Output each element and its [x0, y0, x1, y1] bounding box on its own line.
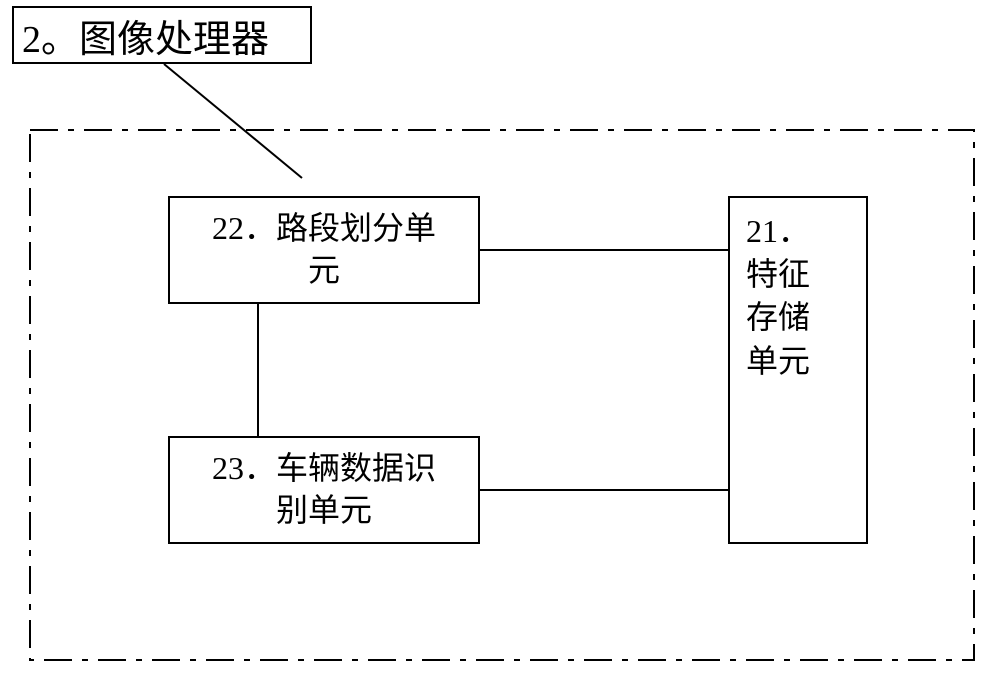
- node-22-line-1: 22．路段划分单: [212, 210, 436, 246]
- node-road-segment-division-unit: 22．路段划分单 元: [168, 196, 480, 304]
- node-22-label: 22．路段划分单 元: [212, 208, 436, 291]
- node-feature-storage-unit: 21． 特征 存储 单元: [728, 196, 868, 544]
- title-pointer-line: [164, 64, 302, 178]
- node-21-label: 21． 特征 存储 单元: [746, 210, 810, 383]
- node-21-line-3: 存储: [746, 299, 810, 335]
- node-21-line-2: 特征: [746, 256, 810, 292]
- node-23-line-1: 23．车辆数据识: [212, 450, 436, 486]
- node-21-line-4: 单元: [746, 343, 810, 379]
- node-23-label: 23．车辆数据识 别单元: [212, 448, 436, 531]
- diagram-title-box: 2。图像处理器: [12, 6, 312, 64]
- diagram-canvas: 2。图像处理器 22．路段划分单 元 23．车辆数据识 别单元 21． 特征 存…: [0, 0, 1000, 684]
- node-22-line-2: 元: [308, 252, 340, 288]
- diagram-title-text: 2。图像处理器: [22, 8, 269, 63]
- node-23-line-2: 别单元: [276, 492, 372, 528]
- node-21-line-1: 21．: [746, 213, 810, 249]
- node-vehicle-data-recognition-unit: 23．车辆数据识 别单元: [168, 436, 480, 544]
